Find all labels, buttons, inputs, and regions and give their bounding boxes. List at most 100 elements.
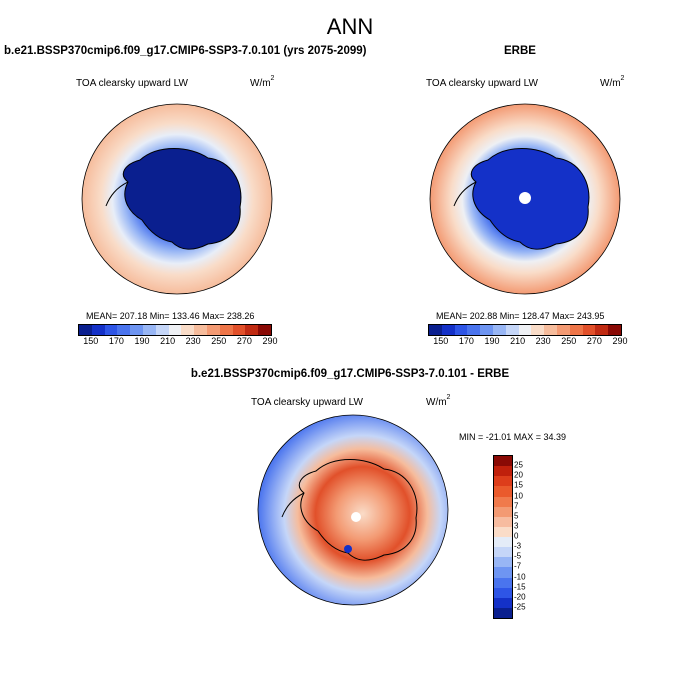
colorbar-tick-label: 190 xyxy=(134,336,150,346)
colorbar-swatch xyxy=(454,325,468,335)
left-stats: MEAN= 207.18 Min= 133.46 Max= 238.26 xyxy=(86,311,255,321)
colorbar-tick-label: 290 xyxy=(612,336,628,346)
diff-units-label: W/m2 xyxy=(426,394,451,408)
colorbar-swatch xyxy=(441,325,455,335)
colorbar-swatch xyxy=(582,325,596,335)
colorbar-tick-label: -5 xyxy=(514,551,522,561)
left-variable-label: TOA clearsky upward LW xyxy=(76,78,188,89)
right-polar-map xyxy=(429,103,621,295)
colorbar-swatch xyxy=(494,607,512,618)
colorbar-swatch xyxy=(494,567,512,578)
colorbar-swatch xyxy=(142,325,156,335)
colorbar-tick-label: 10 xyxy=(514,491,523,500)
colorbar-swatch xyxy=(531,325,545,335)
colorbar-tick-label: -3 xyxy=(514,541,522,551)
colorbar-swatch xyxy=(544,325,557,335)
colorbar-swatch xyxy=(494,526,512,537)
colorbar-swatch xyxy=(595,325,609,335)
left-units-label: W/m2 xyxy=(250,75,275,89)
colorbar-swatch xyxy=(104,325,118,335)
colorbar-swatch xyxy=(494,537,512,548)
left-panel-subtitle: b.e21.BSSP370cmip6.f09_g17.CMIP6-SSP3-7.… xyxy=(4,45,367,57)
missing-data-hole xyxy=(519,192,531,204)
colorbar-tick-label: 150 xyxy=(433,336,449,346)
colorbar-tick-label: 270 xyxy=(586,336,602,346)
diff-stats: MIN = -21.01 MAX = 34.39 xyxy=(459,432,567,442)
colorbar-swatch xyxy=(258,325,271,335)
colorbar-swatch xyxy=(518,325,532,335)
colorbar-tick-label: -7 xyxy=(514,561,522,571)
colorbar-swatch xyxy=(130,325,143,335)
colorbar-tick-label: 5 xyxy=(514,511,519,521)
colorbar-tick-label: 290 xyxy=(262,336,278,346)
colorbar-tick-label: 25 xyxy=(514,460,523,470)
colorbar-swatch xyxy=(232,325,246,335)
colorbar-tick-label: 20 xyxy=(514,470,523,480)
colorbar-swatch xyxy=(494,597,512,608)
colorbar-tick-label: 230 xyxy=(535,336,551,346)
colorbar-swatch xyxy=(467,325,481,335)
colorbar-swatch xyxy=(492,325,506,335)
colorbar-swatch xyxy=(494,587,512,598)
colorbar-tick-label: 170 xyxy=(458,336,474,346)
colorbar-tick-label: 230 xyxy=(185,336,201,346)
colorbar-swatch xyxy=(117,325,131,335)
left-polar-map xyxy=(81,103,273,295)
colorbar-swatch xyxy=(206,325,220,335)
colorbar-swatch xyxy=(91,325,105,335)
colorbar-swatch xyxy=(494,506,512,517)
colorbar-swatch xyxy=(494,516,512,527)
colorbar-swatch xyxy=(181,325,195,335)
colorbar-swatch xyxy=(608,325,621,335)
colorbar-swatch xyxy=(505,325,519,335)
figure-title: ANN xyxy=(326,14,374,39)
colorbar-tick-label: 270 xyxy=(236,336,252,346)
right-variable-label: TOA clearsky upward LW xyxy=(426,78,538,89)
colorbar-swatch xyxy=(494,557,512,568)
colorbar-tick-label: 250 xyxy=(211,336,227,346)
colorbar-tick-label: 190 xyxy=(484,336,500,346)
colorbar-tick-label: 15 xyxy=(514,480,523,490)
colorbar-tick-label: 170 xyxy=(108,336,124,346)
left-colorbar xyxy=(78,324,272,336)
colorbar-tick-label: 210 xyxy=(160,336,176,346)
colorbar-tick-label: 150 xyxy=(83,336,99,346)
right-stats: MEAN= 202.88 Min= 128.47 Max= 243.95 xyxy=(436,311,605,321)
colorbar-tick-label: 210 xyxy=(510,336,526,346)
colorbar-tick-label: 3 xyxy=(514,521,519,531)
diff-colorbar-ticks: 25 20 15 10 7 5 3 0 -3 -5 -7 -10 -15 -20 -25 xyxy=(514,455,544,617)
colorbar-tick-label: -15 xyxy=(514,582,526,592)
colorbar-tick-label: 7 xyxy=(514,501,519,511)
diff-variable-label: TOA clearsky upward LW xyxy=(251,397,363,408)
colorbar-swatch xyxy=(219,325,233,335)
colorbar-swatch xyxy=(494,476,512,487)
diff-polar-map xyxy=(257,414,449,606)
diff-colorbar xyxy=(493,455,513,619)
colorbar-tick-label: 250 xyxy=(561,336,577,346)
colorbar-swatch xyxy=(168,325,182,335)
colorbar-tick-label: -25 xyxy=(514,602,526,612)
colorbar-swatch xyxy=(494,466,512,477)
colorbar-swatch xyxy=(494,577,512,588)
right-panel-subtitle: ERBE xyxy=(504,45,536,57)
colorbar-tick-label: -20 xyxy=(514,592,526,602)
colorbar-swatch xyxy=(494,547,512,558)
right-colorbar xyxy=(428,324,622,336)
colorbar-swatch xyxy=(480,325,493,335)
left-colorbar-ticks: 150 170 190 210 230 250 270 290 xyxy=(78,336,277,348)
colorbar-swatch xyxy=(556,325,570,335)
colorbar-swatch xyxy=(194,325,207,335)
colorbar-swatch xyxy=(155,325,169,335)
colorbar-swatch xyxy=(245,325,259,335)
colorbar-swatch xyxy=(494,456,512,467)
colorbar-swatch xyxy=(494,496,512,507)
colorbar-tick-label: -10 xyxy=(514,572,526,581)
colorbar-swatch xyxy=(429,325,442,335)
colorbar-swatch xyxy=(79,325,92,335)
right-units-label: W/m2 xyxy=(600,75,625,89)
right-colorbar-ticks: 150 170 190 210 230 250 270 290 xyxy=(428,336,627,348)
diff-panel-subtitle: b.e21.BSSP370cmip6.f09_g17.CMIP6-SSP3-7.… xyxy=(190,368,510,380)
colorbar-swatch xyxy=(569,325,583,335)
colorbar-tick-label: 0 xyxy=(514,531,519,541)
colorbar-swatch xyxy=(494,486,512,497)
